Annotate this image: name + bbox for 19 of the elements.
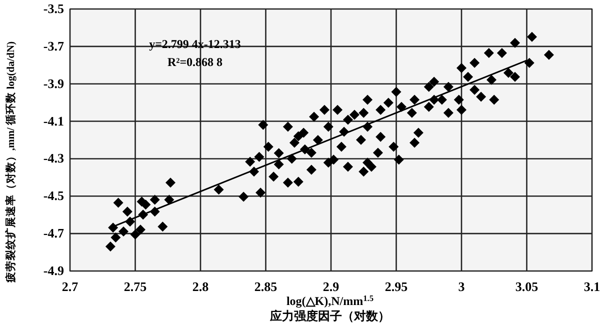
x-tick-label: 3.05 (515, 279, 539, 294)
x-axis-title: log(△K),N/mm$^{1.5}$ 应力强度因子（对数） (269, 294, 390, 323)
x-tick-label: 2.9 (322, 279, 340, 294)
y-tick-label: -4.3 (43, 150, 64, 166)
y-tick-label: -3.5 (43, 1, 64, 16)
x-tick-label: 2.95 (384, 279, 408, 294)
y-tick-label: -4.5 (43, 188, 64, 204)
y-tick-label: -3.9 (43, 76, 64, 91)
y-axis-title: 疲劳裂纹扩展速率（对数）,mm/ 循环数 log(da/dN) (4, 40, 17, 284)
x-tick-label: 3.1 (584, 279, 600, 294)
x-tick-label: 2.75 (124, 279, 148, 294)
y-tick-label: -4.1 (43, 113, 64, 128)
y-tick-label: -4.7 (43, 226, 64, 241)
x-tick-label: 2.85 (254, 279, 278, 294)
y-tick-label: -3.7 (43, 38, 64, 54)
x-tick-label: 2.8 (192, 279, 210, 294)
x-tick-label: 2.7 (62, 279, 79, 294)
x-tick-label: 3 (458, 279, 466, 294)
y-tick-label: -4.9 (43, 263, 64, 278)
